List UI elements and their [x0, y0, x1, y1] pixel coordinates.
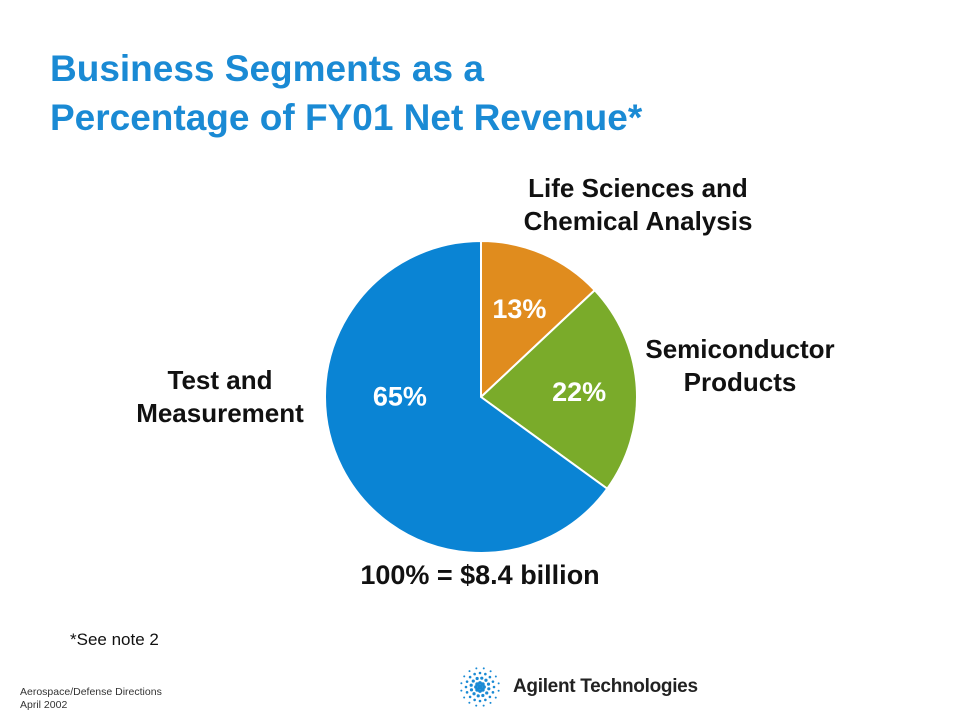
- total-revenue-label: 100% = $8.4 billion: [0, 560, 960, 591]
- pie-slice-life-sciences: [480, 239, 597, 400]
- spark-burst-icon: [460, 667, 500, 707]
- label-semiconductor-line-1: Semiconductor: [645, 334, 835, 364]
- footer-line-2: April 2002: [20, 699, 68, 711]
- footer-line-1: Aerospace/Defense Directions: [20, 686, 162, 698]
- agilent-logo: Agilent Technologies: [457, 662, 698, 712]
- title-line-1: Business Segments as a: [50, 48, 484, 89]
- label-semiconductor: Semiconductor Products: [620, 333, 860, 399]
- logo-text: Agilent Technologies: [513, 676, 698, 697]
- label-test-measurement-line-1: Test and: [167, 365, 273, 395]
- data-label-semiconductor: 22%: [552, 377, 606, 407]
- label-semiconductor-line-2: Products: [683, 367, 797, 397]
- label-life-sciences: Life Sciences and Chemical Analysis: [488, 172, 788, 238]
- footer: Aerospace/Defense Directions April 2002: [20, 686, 162, 712]
- title-line-2: Percentage of FY01 Net Revenue*: [50, 97, 643, 138]
- label-test-measurement-line-2: Measurement: [136, 398, 304, 428]
- data-label-test-measurement: 65%: [373, 381, 427, 411]
- label-test-measurement: Test and Measurement: [110, 364, 330, 430]
- pie-slice-semiconductor: [479, 288, 638, 491]
- label-life-sciences-line-2: Chemical Analysis: [523, 206, 753, 236]
- slide-title: Business Segments as a Percentage of FY0…: [50, 44, 910, 142]
- total-revenue-text: 100% = $8.4 billion: [360, 560, 600, 590]
- pie-slice-test-measurement: [324, 239, 609, 554]
- label-life-sciences-line-1: Life Sciences and: [528, 173, 748, 203]
- footnote: *See note 2: [70, 630, 159, 649]
- data-label-life-sciences: 13%: [492, 294, 546, 324]
